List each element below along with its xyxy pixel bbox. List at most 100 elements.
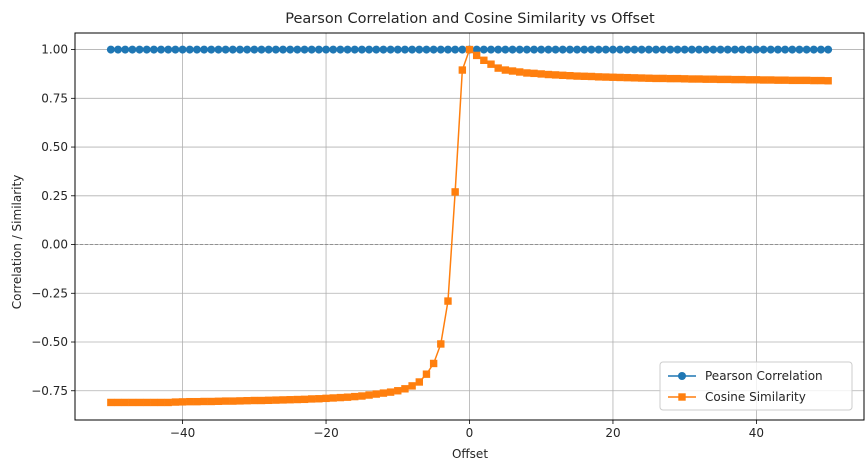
- data-point: [142, 45, 151, 54]
- data-point: [443, 45, 452, 54]
- data-point: [508, 67, 517, 75]
- data-point: [451, 45, 460, 54]
- data-point: [401, 385, 409, 393]
- data-point: [637, 45, 646, 54]
- data-point: [157, 45, 166, 54]
- axis-ticks: −40 −20 0 20 40 −0.75 −0.50 −0.25 0.00 0.25 0.50 0.…: [31, 43, 764, 440]
- data-point: [687, 45, 696, 54]
- data-point: [264, 396, 273, 405]
- data-point: [322, 45, 331, 54]
- data-point: [386, 388, 395, 396]
- y-axis-title: Correlation / Similarity: [10, 175, 24, 310]
- data-point: [221, 45, 230, 54]
- data-point: [580, 72, 588, 80]
- data-point: [587, 72, 596, 81]
- y-tick-label: 0.50: [41, 140, 68, 154]
- data-point: [566, 71, 574, 80]
- data-point: [465, 45, 474, 54]
- data-point: [329, 45, 338, 54]
- data-point: [114, 398, 122, 407]
- data-point: [135, 45, 144, 54]
- data-point: [228, 45, 237, 54]
- data-point: [207, 397, 215, 406]
- data-point: [773, 45, 782, 54]
- data-point: [494, 64, 502, 72]
- data-point: [516, 68, 524, 76]
- data-point: [235, 45, 244, 54]
- data-point: [221, 397, 230, 405]
- data-point: [279, 396, 287, 404]
- data-point: [429, 45, 438, 54]
- data-point: [171, 45, 180, 54]
- data-point: [616, 73, 624, 82]
- data-point: [128, 45, 137, 54]
- data-point: [673, 45, 682, 54]
- data-point: [214, 45, 223, 54]
- data-point: [781, 45, 790, 54]
- data-point: [343, 45, 352, 54]
- data-point: [107, 398, 115, 407]
- data-point: [824, 45, 833, 54]
- data-point: [293, 45, 302, 54]
- data-point: [394, 387, 402, 395]
- data-point: [788, 45, 797, 54]
- data-point: [630, 74, 639, 82]
- data-point: [652, 74, 660, 83]
- data-point: [702, 45, 711, 54]
- data-point: [501, 45, 510, 54]
- data-point: [293, 395, 302, 404]
- series-cosine-similarity: [107, 45, 832, 407]
- data-point: [788, 76, 796, 85]
- y-tick-label: 1.00: [41, 43, 68, 57]
- x-tick-label: −20: [313, 426, 338, 440]
- data-point: [795, 76, 804, 85]
- data-point: [472, 45, 481, 54]
- data-point: [695, 75, 703, 83]
- data-point: [272, 396, 280, 404]
- data-point: [580, 45, 589, 54]
- data-point: [257, 45, 266, 54]
- data-point: [723, 45, 732, 54]
- data-point: [623, 73, 631, 82]
- data-point: [336, 393, 345, 402]
- data-point: [437, 340, 445, 348]
- data-point: [143, 398, 151, 407]
- data-point: [128, 398, 137, 407]
- data-point: [350, 45, 359, 54]
- data-point: [365, 45, 374, 54]
- data-point: [135, 398, 144, 407]
- data-point: [695, 45, 704, 54]
- data-point: [157, 398, 165, 407]
- data-point: [250, 45, 259, 54]
- data-point: [106, 45, 115, 54]
- y-tick-label: −0.25: [31, 286, 68, 300]
- data-point: [666, 74, 675, 83]
- data-point: [121, 45, 130, 54]
- legend-marker: [678, 372, 686, 380]
- data-point: [121, 398, 129, 407]
- data-point: [422, 370, 431, 378]
- data-point: [372, 390, 380, 398]
- data-point: [738, 75, 746, 84]
- data-point: [365, 391, 373, 399]
- data-point: [601, 45, 610, 54]
- x-tick-label: 20: [605, 426, 620, 440]
- data-point: [408, 45, 417, 54]
- data-point: [645, 74, 653, 82]
- data-point: [802, 76, 811, 85]
- data-point: [229, 397, 237, 405]
- data-point: [515, 45, 524, 54]
- data-point: [436, 45, 445, 54]
- data-point: [357, 45, 366, 54]
- data-point: [688, 75, 696, 83]
- data-point: [623, 45, 632, 54]
- data-point: [164, 398, 172, 407]
- data-point: [444, 297, 452, 305]
- data-point: [738, 45, 747, 54]
- data-point: [745, 76, 753, 84]
- data-point: [608, 45, 617, 54]
- data-point: [680, 75, 689, 83]
- data-point: [594, 73, 603, 81]
- data-point: [573, 45, 582, 54]
- data-point: [451, 188, 459, 196]
